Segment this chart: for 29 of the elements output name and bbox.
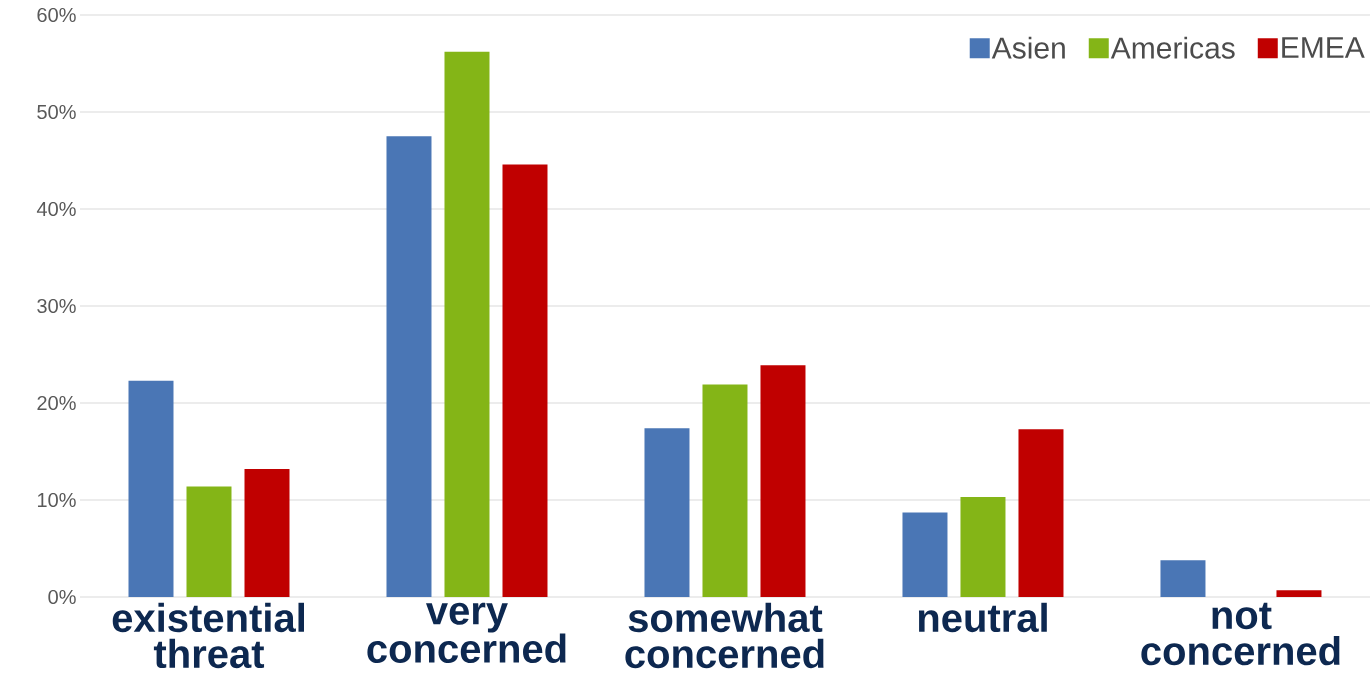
legend-label: Asien [991,36,1065,59]
legend-label: Americas [1110,36,1235,59]
y-tick-label: 40% [36,201,76,217]
bar [644,428,690,597]
x-tick-label: very concerned [367,602,566,663]
bar [386,136,432,597]
bar [128,380,174,597]
bar [444,51,490,597]
bar [960,497,1006,597]
y-tick-label: 50% [37,104,76,120]
y-tick-label: 0% [48,589,76,605]
bar [1160,560,1206,597]
x-tick-label: not concerned [1141,602,1340,666]
bar [702,384,748,597]
bar [244,468,290,597]
bar [186,486,232,597]
x-tick-label: existential threat [112,602,304,669]
bar [1276,590,1322,597]
y-tick-label: 60% [37,7,76,23]
bar [902,512,948,597]
bar [760,365,806,597]
y-tick-label: 30% [37,298,76,314]
x-tick-label: neutral [918,602,1047,633]
bar [502,164,548,597]
y-tick-label: 20% [37,395,76,411]
legend-label: EMEA [1282,37,1365,58]
x-tick-label: somewhat concerned [625,602,824,669]
bar [1018,429,1064,597]
y-tick-label: 10% [37,492,76,508]
